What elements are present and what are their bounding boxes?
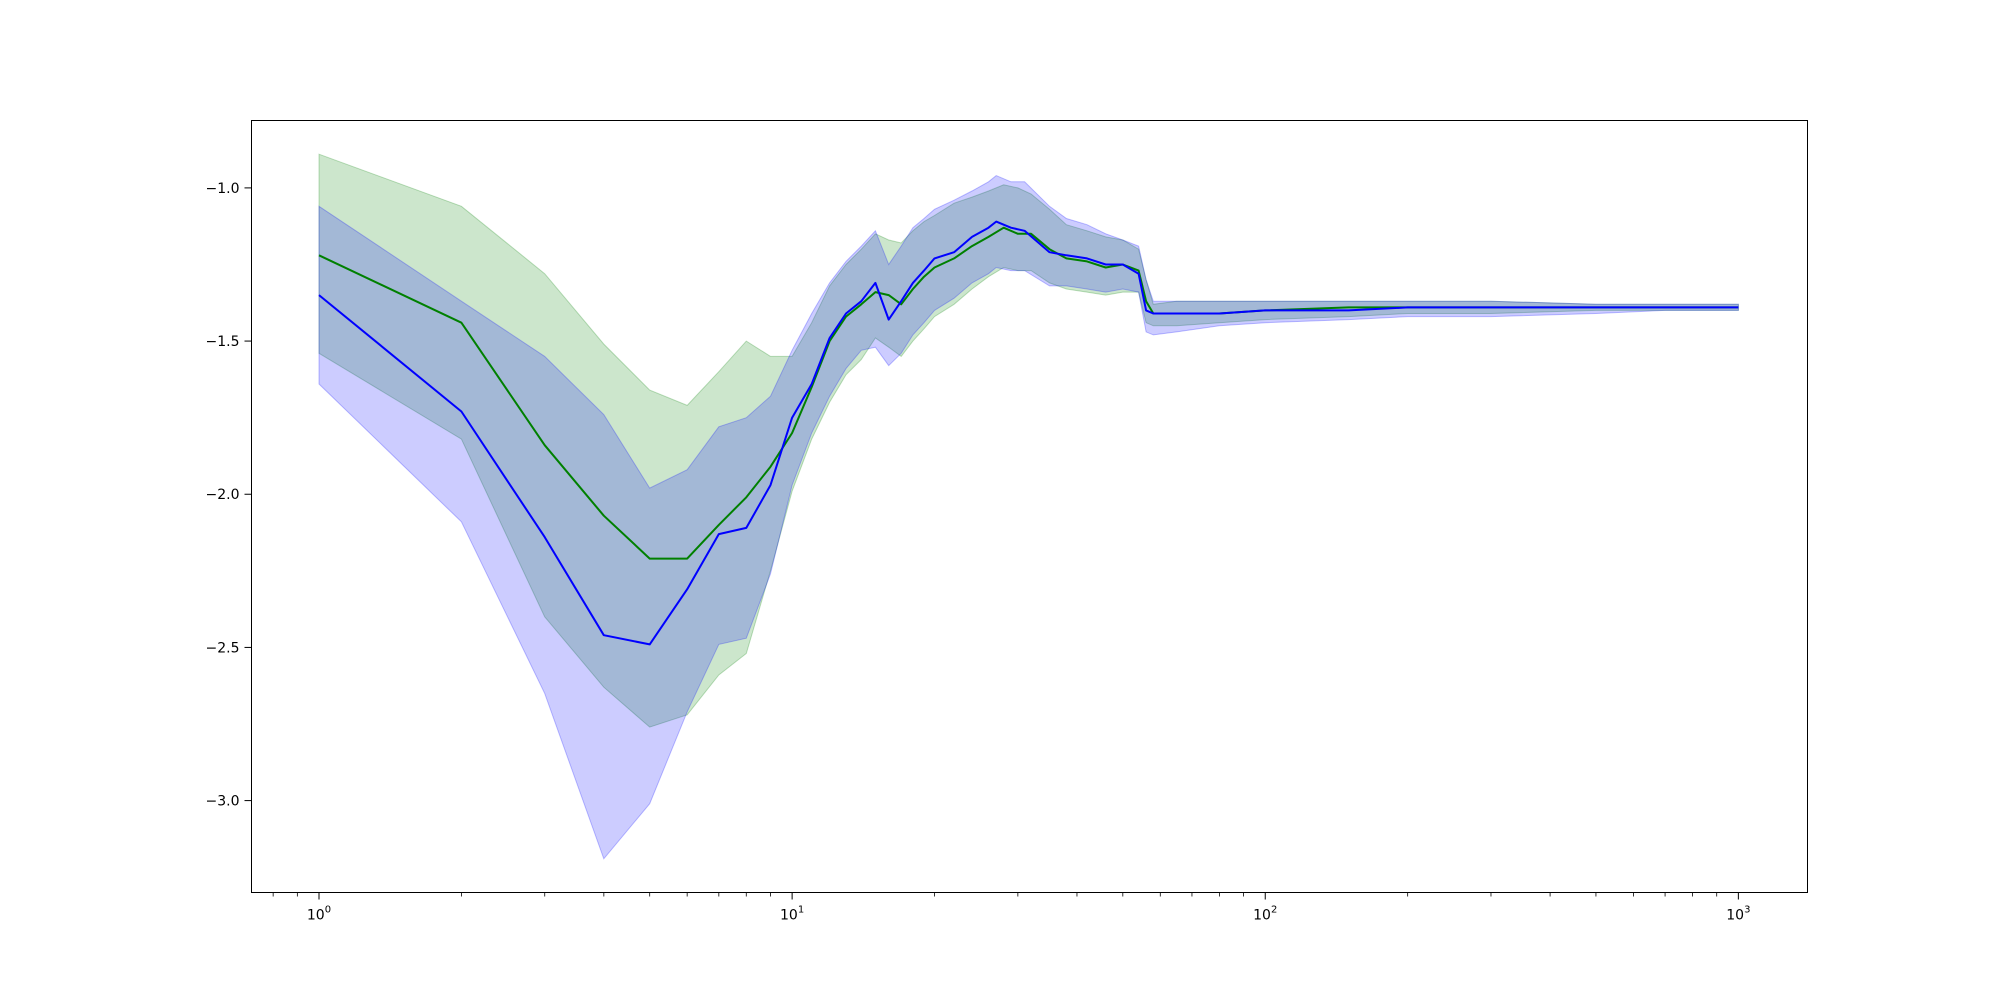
y-tick-label: −1.0: [206, 181, 240, 197]
series-lines: [318, 220, 1739, 646]
x-tick-label: 101: [780, 905, 804, 924]
confidence-bands: [318, 153, 1739, 860]
y-tick-label: −1.5: [206, 334, 240, 350]
series-2-line: [318, 220, 1739, 646]
y-axis: −1.0 −1.5 −2.0 −2.5 −3.0: [206, 181, 252, 810]
series-1-band: [318, 153, 1739, 728]
x-tick-label: 100: [307, 905, 331, 924]
series-2-band: [318, 175, 1739, 860]
y-tick-label: −2.5: [206, 640, 240, 656]
x-axis: 100 101 102 103: [272, 892, 1750, 924]
x-tick-label: 103: [1726, 905, 1750, 924]
x-tick-label: 102: [1253, 905, 1277, 924]
plot-frame: [251, 120, 1808, 893]
y-tick-label: −2.0: [206, 487, 240, 503]
y-tick-label: −3.0: [206, 794, 240, 810]
